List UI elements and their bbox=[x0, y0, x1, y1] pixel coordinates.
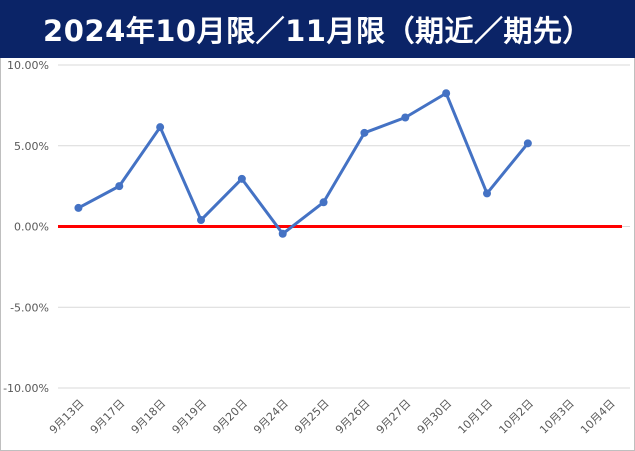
data-point bbox=[237, 174, 246, 183]
series-points bbox=[74, 89, 532, 238]
data-point bbox=[74, 203, 83, 212]
data-point bbox=[483, 189, 491, 198]
x-tick-label: 9月27日 bbox=[374, 397, 414, 437]
x-tick-label: 10月1日 bbox=[456, 397, 496, 437]
x-tick-label: 9月18日 bbox=[129, 397, 169, 437]
y-tick-label: 0.00% bbox=[14, 221, 49, 234]
x-tick-label: 10月2日 bbox=[496, 397, 536, 437]
chart-title: 2024年10月限／11月限（期近／期先） bbox=[43, 14, 592, 48]
y-tick-label: -10.00% bbox=[3, 382, 49, 395]
x-tick-label: 9月19日 bbox=[170, 397, 210, 437]
x-tick-label: 10月4日 bbox=[578, 397, 618, 437]
y-axis-tick-labels: 10.00% 5.00% 0.00% -5.00% -10.00% bbox=[3, 59, 49, 395]
x-tick-label: 9月13日 bbox=[47, 397, 87, 437]
x-tick-label: 9月20日 bbox=[210, 397, 250, 437]
x-axis-tick-labels: 9月13日 9月17日 9月18日 9月19日 9月20日 9月24日 9月25日 9月26日… bbox=[47, 397, 618, 437]
data-point bbox=[156, 123, 165, 132]
line-chart: 10.00% 5.00% 0.00% -5.00% -10.00% 9月13日 9月17日… bbox=[3, 59, 630, 437]
data-point bbox=[319, 198, 328, 207]
chart-title-bar: 2024年10月限／11月限（期近／期先） bbox=[0, 0, 635, 58]
data-point bbox=[115, 182, 124, 191]
y-tick-label: 10.00% bbox=[7, 59, 49, 72]
x-tick-label: 9月25日 bbox=[292, 397, 332, 437]
x-tick-label: 9月24日 bbox=[251, 397, 291, 437]
x-tick-label: 10月3日 bbox=[537, 397, 577, 437]
data-point bbox=[197, 216, 205, 225]
series-polyline bbox=[76, 91, 530, 236]
y-tick-label: 5.00% bbox=[14, 140, 49, 153]
x-tick-label: 9月26日 bbox=[333, 397, 373, 437]
y-tick-label: -5.00% bbox=[10, 301, 49, 314]
data-point bbox=[401, 113, 410, 122]
x-tick-label: 9月30日 bbox=[415, 397, 455, 437]
data-point bbox=[360, 128, 369, 137]
data-point bbox=[442, 89, 451, 98]
x-tick-label: 9月17日 bbox=[88, 397, 128, 437]
data-point bbox=[278, 229, 287, 238]
data-point bbox=[523, 139, 532, 148]
series-line bbox=[76, 91, 530, 236]
